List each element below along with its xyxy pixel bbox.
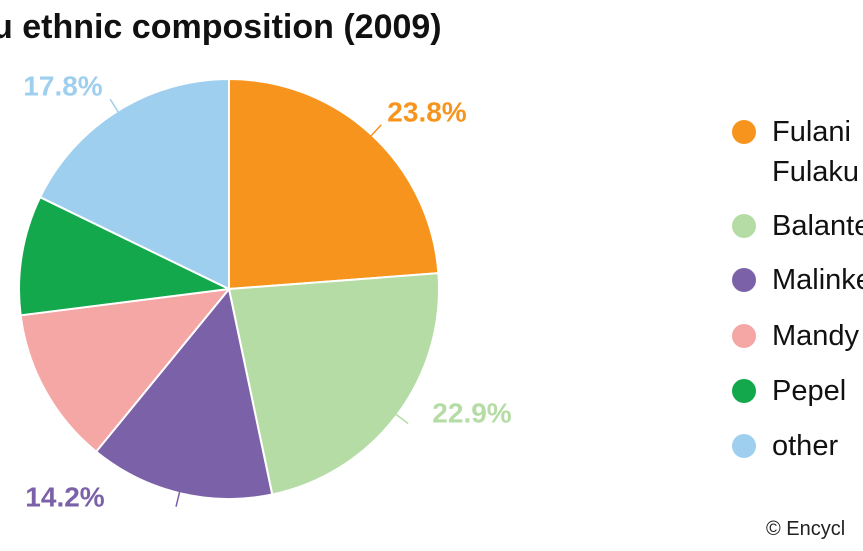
- value-label: 14.2%: [25, 481, 104, 512]
- legend-marker: [732, 214, 756, 238]
- chart-title: u ethnic composition (2009): [0, 8, 442, 46]
- legend-marker: [732, 379, 756, 403]
- legend-label: other: [772, 430, 839, 462]
- pie-slice: [19, 287, 232, 454]
- legend-marker: [732, 268, 756, 292]
- value-label: 17.8%: [23, 70, 102, 101]
- leader-line: [369, 124, 382, 137]
- leader-line: [175, 490, 181, 507]
- legend-label: Balante: [772, 210, 863, 242]
- credit: © Encycl: [766, 518, 846, 540]
- legend-label: Fulani Fulaku: [772, 116, 860, 188]
- legend-marker: [732, 434, 756, 458]
- legend-label: Pepel: [772, 375, 847, 407]
- value-label: 23.8%: [387, 96, 466, 127]
- legend-marker: [732, 120, 756, 144]
- value-label: 22.9%: [432, 397, 511, 428]
- legend-label: Malinke: [772, 264, 863, 296]
- leader-line: [109, 98, 120, 114]
- pie-slice: [18, 195, 233, 317]
- legend-label: Mandy: [772, 320, 860, 352]
- leader-line: [394, 413, 409, 425]
- legend-marker: [732, 324, 756, 348]
